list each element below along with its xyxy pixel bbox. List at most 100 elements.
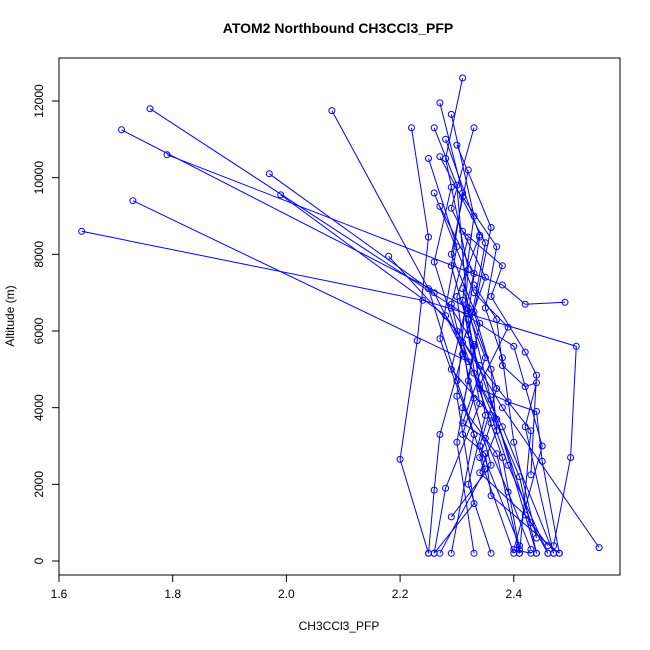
series-line (439, 206, 549, 554)
data-point (533, 549, 540, 557)
data-point (459, 431, 467, 438)
data-point (527, 427, 535, 435)
data-point (481, 239, 489, 247)
x-tick-label: 1.6 (51, 587, 68, 601)
data-point (516, 473, 523, 481)
data-point (436, 431, 444, 438)
data-point (521, 383, 529, 391)
series-line (428, 187, 464, 554)
data-point (510, 342, 518, 350)
series-line (439, 102, 475, 554)
data-point (146, 105, 154, 113)
data-point (533, 408, 540, 415)
y-tick-label: 2000 (32, 471, 46, 498)
series-line (433, 77, 475, 554)
data-point (493, 243, 501, 251)
data-point (498, 281, 506, 289)
data-point (436, 335, 444, 343)
data-point (459, 193, 467, 201)
data-point (447, 110, 455, 118)
chart-title: ATOM2 Northbound CH3CCl3_PFP (223, 20, 454, 36)
data-point (498, 354, 506, 362)
series-21 (430, 189, 540, 557)
data-point (447, 300, 455, 308)
data-point (470, 394, 478, 402)
data-point (493, 385, 501, 392)
data-point (436, 153, 444, 161)
series-line (399, 127, 430, 554)
series-29 (447, 304, 563, 557)
series-line (462, 288, 549, 546)
x-tick-label: 2.4 (505, 587, 522, 601)
data-point (459, 285, 467, 293)
x-tick-label: 2.2 (392, 587, 409, 601)
data-point (476, 385, 484, 392)
data-point (385, 252, 393, 260)
data-point (481, 434, 489, 442)
data-point (442, 135, 450, 143)
data-point (533, 371, 540, 379)
data-point (277, 191, 285, 199)
data-point (527, 471, 535, 479)
data-point (561, 298, 569, 306)
data-point (163, 151, 171, 159)
x-tick-label: 2.0 (278, 587, 295, 601)
data-point (442, 484, 450, 492)
data-point (129, 197, 137, 205)
data-point (430, 289, 438, 297)
data-point (447, 304, 455, 312)
data-point (504, 461, 512, 469)
data-point (459, 419, 467, 427)
data-point (447, 365, 455, 373)
data-point (328, 107, 336, 115)
data-point (464, 166, 472, 174)
data-point (493, 450, 501, 458)
series-line (166, 154, 566, 305)
data-point (498, 362, 506, 369)
series-line (433, 192, 537, 554)
data-point (453, 141, 461, 149)
y-tick-label: 4000 (32, 394, 46, 421)
data-point (504, 398, 512, 406)
data-point (459, 404, 467, 412)
data-point (447, 513, 455, 521)
data-point (521, 300, 529, 308)
data-point (516, 549, 523, 557)
data-point (538, 442, 546, 450)
data-point (459, 296, 467, 304)
series-line (132, 200, 555, 554)
series-line (331, 110, 486, 554)
data-point (464, 331, 472, 339)
data-point (481, 354, 489, 362)
data-point (430, 258, 438, 266)
data-point (470, 431, 478, 438)
data-point (447, 549, 455, 557)
data-point (470, 549, 478, 557)
data-point (555, 549, 563, 557)
data-point (425, 155, 432, 162)
series-17 (425, 155, 478, 557)
y-tick-label: 10000 (32, 161, 46, 195)
data-point (516, 542, 523, 550)
data-point (533, 379, 540, 387)
series-23 (459, 193, 540, 542)
data-point (538, 457, 546, 465)
data-point (493, 415, 501, 423)
series-22 (425, 183, 467, 557)
series-line (81, 230, 577, 546)
data-point (481, 450, 489, 458)
series-line (462, 237, 532, 550)
data-point (521, 348, 529, 356)
data-point (572, 342, 580, 350)
series-line (269, 173, 520, 550)
series-line (450, 307, 560, 554)
data-point (436, 99, 444, 107)
series-line (450, 127, 515, 554)
series-layer (78, 74, 603, 557)
x-tick-label: 1.8 (164, 587, 181, 601)
data-point (470, 124, 478, 132)
data-point (459, 227, 467, 235)
data-point (481, 273, 489, 281)
data-point (493, 316, 501, 323)
data-point (447, 262, 455, 270)
